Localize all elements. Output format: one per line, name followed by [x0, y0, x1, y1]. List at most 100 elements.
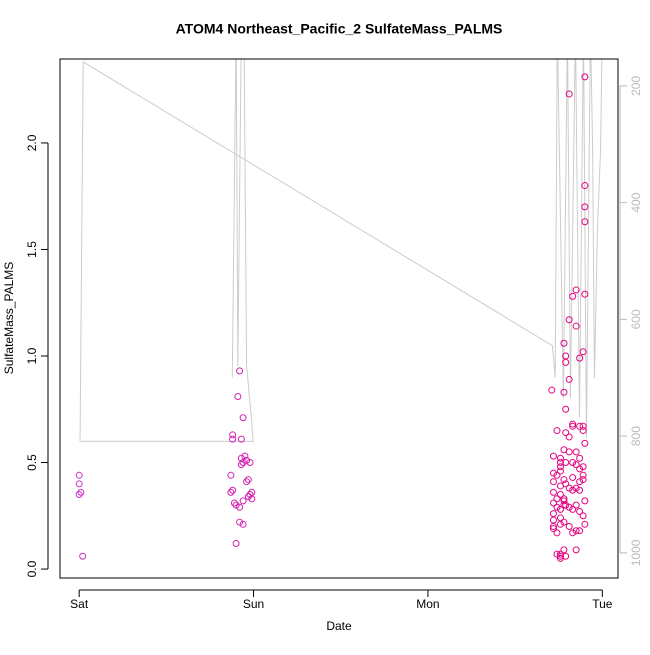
data-point	[572, 322, 580, 330]
data-point	[560, 388, 568, 396]
data-point	[549, 488, 557, 496]
data-point	[569, 422, 577, 430]
data-point	[581, 182, 589, 190]
data-point	[579, 471, 587, 479]
data-point	[581, 520, 589, 528]
data-point	[581, 497, 589, 505]
data-point	[244, 493, 252, 501]
data-point	[581, 439, 589, 447]
data-point	[549, 525, 557, 533]
data-point	[572, 461, 580, 469]
x-tick-label: Tue	[592, 597, 613, 611]
data-point	[576, 486, 584, 494]
data-point	[553, 550, 561, 558]
y2-tick-label: 600	[629, 309, 643, 329]
data-point	[560, 497, 568, 505]
data-point	[556, 490, 564, 498]
x-tick-label: Sat	[70, 597, 89, 611]
data-point	[232, 501, 240, 509]
data-point	[248, 488, 256, 496]
x-axis-label: Date	[326, 619, 352, 633]
data-point	[579, 463, 587, 471]
pressure-line	[79, 59, 603, 442]
data-point	[77, 488, 85, 496]
data-point	[553, 529, 561, 537]
data-point	[562, 459, 570, 467]
y-tick-label: 2.0	[25, 134, 39, 151]
data-point	[560, 546, 568, 554]
data-point	[572, 286, 580, 294]
data-point	[243, 478, 251, 486]
data-point	[572, 501, 580, 509]
y2-tick-label: 400	[629, 192, 643, 212]
data-point	[569, 473, 577, 481]
data-point	[553, 495, 561, 503]
data-point	[569, 505, 577, 513]
data-point	[556, 505, 564, 513]
y2-tick-label: 200	[629, 76, 643, 96]
data-point	[246, 459, 254, 467]
data-point	[548, 386, 556, 394]
data-point	[243, 456, 251, 464]
data-point	[75, 471, 83, 479]
y-tick-label: 1.0	[25, 347, 39, 364]
data-point	[576, 354, 584, 362]
data-point	[241, 452, 249, 460]
data-point	[549, 478, 557, 486]
data-point	[569, 486, 577, 494]
data-point	[79, 552, 87, 560]
y2-tick-label: 800	[629, 426, 643, 446]
data-point	[239, 520, 247, 528]
data-point	[576, 478, 584, 486]
data-point	[75, 490, 83, 498]
data-point	[230, 499, 238, 507]
data-point	[562, 358, 570, 366]
y-tick-label: 1.5	[25, 241, 39, 258]
data-point	[576, 527, 584, 535]
data-point	[576, 454, 584, 462]
data-point	[239, 414, 247, 422]
y-tick-label: 0.0	[25, 560, 39, 577]
data-point	[562, 405, 570, 413]
y-axis-label: SulfateMass_PALMS	[2, 262, 16, 375]
data-point	[572, 484, 580, 492]
data-point	[553, 471, 561, 479]
data-point	[581, 290, 589, 298]
data-point	[565, 448, 573, 456]
x-tick-label: Mon	[416, 597, 439, 611]
data-point	[553, 427, 561, 435]
data-point	[569, 529, 577, 537]
data-point	[239, 459, 247, 467]
data-point	[569, 420, 577, 428]
data-point	[556, 463, 564, 471]
data-point	[229, 435, 237, 443]
data-point	[556, 454, 564, 462]
data-point	[565, 484, 573, 492]
data-point	[572, 527, 580, 535]
data-point	[549, 499, 557, 507]
data-point	[227, 488, 235, 496]
data-point	[556, 552, 564, 560]
data-point	[549, 469, 557, 477]
data-point	[565, 316, 573, 324]
data-point	[579, 476, 587, 484]
data-point	[572, 546, 580, 554]
data-point	[562, 501, 570, 509]
line-layer	[79, 59, 603, 442]
data-point	[236, 503, 244, 511]
data-point	[576, 465, 584, 473]
data-point	[560, 518, 568, 526]
data-point	[579, 422, 587, 430]
data-point	[229, 486, 237, 494]
data-point	[581, 73, 589, 81]
data-point	[229, 431, 237, 439]
y-tick-label: 0.5	[25, 454, 39, 471]
data-point	[246, 490, 254, 498]
data-point	[560, 339, 568, 347]
data-point	[581, 203, 589, 211]
data-point	[576, 422, 584, 430]
data-point	[579, 427, 587, 435]
data-point	[569, 292, 577, 300]
data-point	[565, 375, 573, 383]
